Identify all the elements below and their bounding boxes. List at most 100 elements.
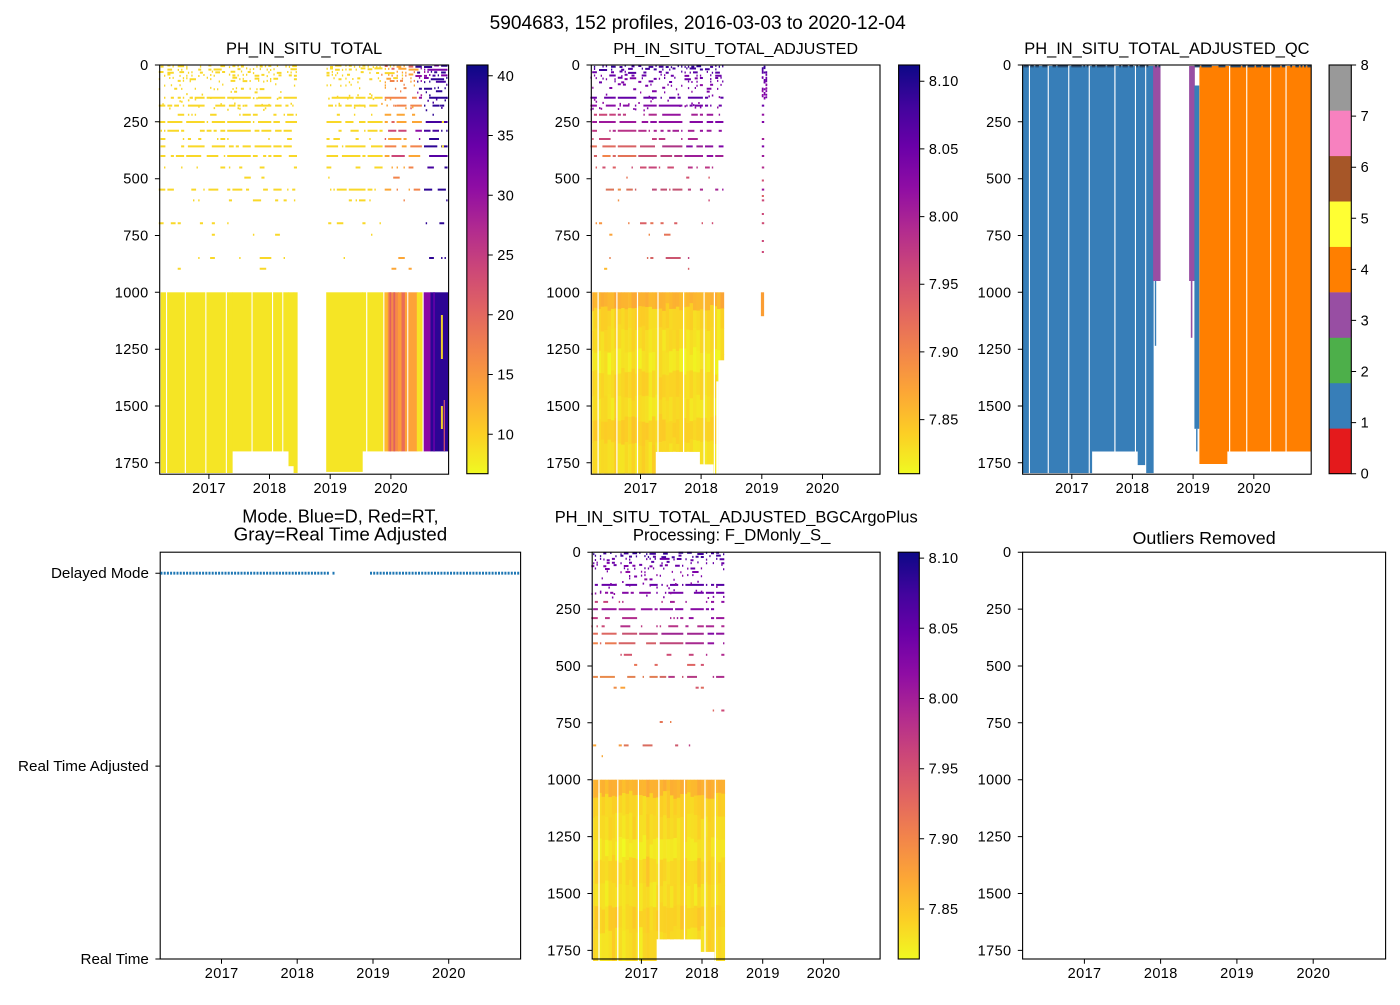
svg-text:2017: 2017 [205,966,239,982]
svg-text:4: 4 [1361,262,1369,278]
svg-text:7.85: 7.85 [929,902,959,918]
svg-text:7.85: 7.85 [929,413,959,429]
svg-text:2: 2 [1361,365,1369,381]
svg-text:2018: 2018 [685,966,719,982]
svg-text:1000: 1000 [546,285,580,301]
svg-text:40: 40 [497,69,514,85]
svg-text:7.90: 7.90 [929,832,959,848]
svg-text:7.95: 7.95 [929,762,959,778]
svg-text:8: 8 [1361,58,1369,74]
svg-text:Real Time Adjusted: Real Time Adjusted [18,758,149,775]
svg-text:0: 0 [140,58,148,74]
svg-text:30: 30 [497,188,514,204]
svg-text:750: 750 [986,229,1011,245]
svg-text:2019: 2019 [356,966,390,982]
svg-text:5: 5 [1361,211,1369,227]
svg-text:2017: 2017 [625,966,659,982]
svg-text:1250: 1250 [115,342,149,358]
svg-text:0: 0 [1003,545,1011,561]
svg-text:2017: 2017 [192,481,226,497]
svg-text:500: 500 [555,172,580,188]
svg-text:Processing: F_DMonly_S_: Processing: F_DMonly_S_ [633,526,831,545]
svg-text:2019: 2019 [1220,966,1254,982]
svg-text:6: 6 [1361,160,1369,176]
svg-text:20: 20 [497,308,514,324]
svg-text:2019: 2019 [745,481,779,497]
svg-text:0: 0 [572,58,580,74]
svg-text:8.10: 8.10 [929,551,959,567]
svg-text:2017: 2017 [1055,481,1089,497]
svg-text:1750: 1750 [547,943,581,959]
svg-text:Gray=Real Time Adjusted: Gray=Real Time Adjusted [234,524,447,545]
svg-text:8.10: 8.10 [929,74,959,90]
svg-text:2020: 2020 [432,966,466,982]
svg-text:1500: 1500 [547,887,581,903]
svg-text:0: 0 [1003,58,1011,74]
svg-text:1000: 1000 [115,285,149,301]
svg-text:750: 750 [556,716,581,732]
svg-text:2019: 2019 [1176,481,1210,497]
svg-text:750: 750 [986,716,1011,732]
svg-text:10: 10 [497,427,514,443]
svg-text:5904683, 152 profiles, 2016-03: 5904683, 152 profiles, 2016-03-03 to 202… [490,13,907,34]
svg-text:1500: 1500 [978,887,1012,903]
svg-text:8.00: 8.00 [929,692,959,708]
svg-text:PH_IN_SITU_TOTAL: PH_IN_SITU_TOTAL [226,40,382,58]
svg-text:1000: 1000 [978,773,1012,789]
svg-text:2020: 2020 [1237,481,1271,497]
svg-text:1: 1 [1361,416,1369,432]
svg-text:7.90: 7.90 [929,345,959,361]
svg-text:1750: 1750 [546,456,580,472]
svg-text:7: 7 [1361,109,1369,125]
svg-text:2018: 2018 [1116,481,1150,497]
svg-text:750: 750 [123,229,148,245]
svg-text:750: 750 [555,229,580,245]
svg-text:0: 0 [1361,467,1369,483]
svg-text:15: 15 [497,368,514,384]
svg-text:Outliers Removed: Outliers Removed [1133,528,1276,548]
svg-text:0: 0 [573,545,581,561]
svg-text:PH_IN_SITU_TOTAL_ADJUSTED_BGCA: PH_IN_SITU_TOTAL_ADJUSTED_BGCArgoPlus [555,509,918,527]
svg-text:2020: 2020 [806,481,840,497]
svg-text:8.05: 8.05 [929,142,959,158]
svg-text:8.00: 8.00 [929,210,959,226]
svg-text:2019: 2019 [746,966,780,982]
svg-text:2018: 2018 [684,481,718,497]
svg-text:Delayed Mode: Delayed Mode [51,565,149,582]
svg-text:25: 25 [497,248,514,264]
svg-text:1250: 1250 [978,830,1012,846]
svg-text:1250: 1250 [547,830,581,846]
svg-text:1500: 1500 [115,399,149,415]
svg-text:2018: 2018 [280,966,314,982]
svg-text:Real Time: Real Time [81,951,149,968]
svg-text:2020: 2020 [807,966,841,982]
svg-text:2019: 2019 [313,481,347,497]
svg-text:1750: 1750 [978,456,1012,472]
svg-text:500: 500 [556,659,581,675]
svg-text:1250: 1250 [546,342,580,358]
svg-text:500: 500 [123,172,148,188]
svg-text:1750: 1750 [115,456,149,472]
svg-text:1000: 1000 [547,773,581,789]
svg-text:2017: 2017 [1068,966,1102,982]
svg-text:2018: 2018 [1144,966,1178,982]
svg-text:3: 3 [1361,313,1369,329]
svg-text:250: 250 [986,602,1011,618]
svg-text:250: 250 [986,115,1011,131]
svg-text:250: 250 [123,115,148,131]
svg-text:PH_IN_SITU_TOTAL_ADJUSTED_QC: PH_IN_SITU_TOTAL_ADJUSTED_QC [1024,40,1309,58]
svg-text:8.05: 8.05 [929,621,959,637]
svg-text:1250: 1250 [978,342,1012,358]
svg-text:1750: 1750 [978,943,1012,959]
svg-text:250: 250 [555,115,580,131]
svg-text:Mode. Blue=D, Red=RT,: Mode. Blue=D, Red=RT, [242,507,438,527]
svg-text:1500: 1500 [978,399,1012,415]
svg-text:2017: 2017 [624,481,658,497]
svg-text:250: 250 [556,602,581,618]
svg-text:500: 500 [986,172,1011,188]
svg-text:1000: 1000 [978,285,1012,301]
svg-text:35: 35 [497,129,514,145]
svg-text:500: 500 [986,659,1011,675]
svg-text:2020: 2020 [1296,966,1330,982]
svg-text:2018: 2018 [253,481,287,497]
